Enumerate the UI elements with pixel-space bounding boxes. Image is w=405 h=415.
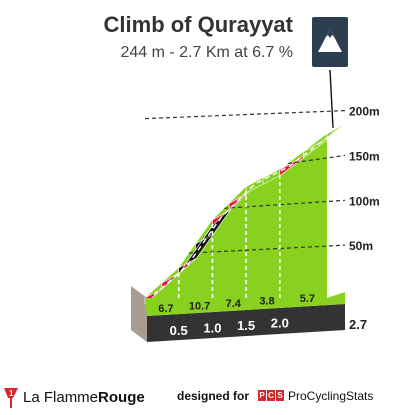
gradient-label-3: 7.4 — [226, 298, 242, 310]
lfr-prefix: La Flamme — [23, 388, 99, 406]
la-flamme-rouge-name: La FlammeRouge — [23, 389, 145, 406]
profile-top-centerline — [153, 130, 337, 296]
distance-tick-label-2: 1.0 — [203, 321, 221, 336]
gradient-label-5: 5.7 — [300, 293, 315, 305]
altitude-gridline-200 — [144, 110, 346, 120]
final-distance-label: 2.7 — [349, 317, 367, 332]
climb-subtitle: 244 m - 2.7 Km at 6.7 % — [120, 44, 293, 61]
climb-title: Climb of Qurayyat — [103, 12, 293, 37]
profile-base-strip — [147, 304, 345, 342]
designed-for-label: designed for — [177, 389, 250, 403]
mountain-summit-icon — [318, 29, 342, 52]
flamme-rouge-icon: 1 — [4, 388, 18, 408]
distance-tick-label-3: 1.5 — [237, 318, 255, 333]
mountain-snow-cap — [326, 29, 334, 38]
altitude-tick-label-100: 100m — [349, 194, 380, 208]
altitude-tick-label-150: 150m — [349, 149, 380, 163]
gradient-label-1: 6.7 — [158, 303, 173, 315]
mountain-shape — [318, 29, 342, 52]
summit-marker-pole — [329, 69, 334, 128]
lfr-suffix: Rouge — [98, 388, 145, 406]
flamme-rouge-badge: 1 — [9, 389, 14, 398]
altitude-gridline-150 — [287, 154, 346, 165]
gradient-label-4: 3.8 — [259, 296, 274, 308]
footer: 1 La FlammeRouge designed for P C S ProC… — [0, 380, 405, 415]
procyclingstats-link[interactable]: ProCyclingStats — [288, 389, 374, 403]
gradient-label-2: 10.7 — [189, 301, 210, 313]
profile-side-face — [131, 286, 147, 342]
profile-base-front — [145, 292, 345, 316]
distance-tick-label-1: 0.5 — [170, 323, 188, 338]
pcs-logo[interactable]: P C S — [258, 390, 285, 401]
pcs-letter-p: P — [258, 390, 266, 401]
pcs-letter-c: C — [267, 390, 275, 401]
distance-tick-label-4: 2.0 — [271, 316, 289, 331]
altitude-tick-label-200: 200m — [349, 105, 380, 119]
altitude-tick-label-50: 50m — [349, 239, 373, 253]
altitude-gridline-50 — [189, 244, 346, 254]
altitude-gridline-100 — [224, 199, 346, 209]
climb-profile-chart: 50m 100m 150m 200m 6.7 10.7 7.4 3.8 5.7 0.5 1.0 1.5… — [131, 17, 380, 342]
la-flamme-rouge-logo[interactable]: 1 La FlammeRouge — [4, 385, 145, 409]
pcs-letter-s: S — [276, 390, 284, 401]
